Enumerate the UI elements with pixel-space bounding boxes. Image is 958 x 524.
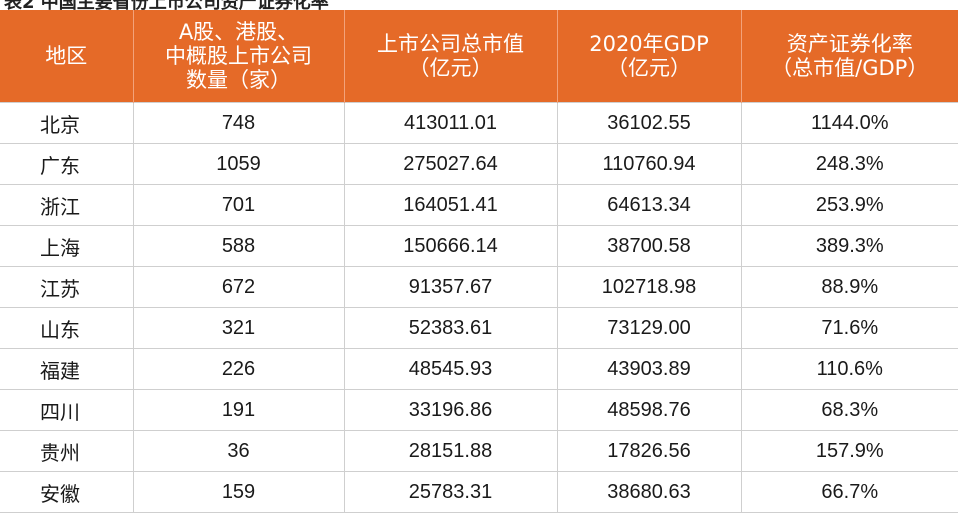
cell-company-count: 748	[132, 102, 344, 144]
cell-market-cap: 275027.64	[343, 143, 557, 185]
cell-company-count: 672	[132, 266, 344, 308]
header-gdp: 2020年GDP （亿元）	[556, 10, 741, 103]
cell-securitization-rate: 157.9%	[740, 430, 958, 472]
cell-company-count: 36	[132, 430, 344, 472]
header-line: 资产证券化率	[786, 32, 913, 56]
cell-market-cap: 413011.01	[343, 102, 557, 144]
cell-market-cap: 150666.14	[343, 225, 557, 267]
cell-company-count: 321	[132, 307, 344, 349]
cell-region: 四川	[0, 389, 133, 431]
cell-securitization-rate: 1144.0%	[740, 102, 958, 144]
header-line: （亿元）	[607, 56, 691, 80]
cell-gdp: 38680.63	[556, 471, 741, 513]
cell-region: 广东	[0, 143, 133, 185]
table-row: 浙江 701 164051.41 64613.34 253.9%	[0, 184, 958, 226]
header-line: 数量（家）	[186, 68, 291, 92]
cell-company-count: 226	[132, 348, 344, 390]
cell-region: 上海	[0, 225, 133, 267]
cell-region: 浙江	[0, 184, 133, 226]
header-company-count: A股、港股、 中概股上市公司 数量（家）	[132, 10, 344, 103]
table-row: 上海 588 150666.14 38700.58 389.3%	[0, 225, 958, 267]
header-line: （总市值/GDP）	[771, 56, 929, 80]
cell-company-count: 701	[132, 184, 344, 226]
cell-market-cap: 52383.61	[343, 307, 557, 349]
cell-gdp: 38700.58	[556, 225, 741, 267]
cell-company-count: 159	[132, 471, 344, 513]
table-caption: 表2 中国主要省份上市公司资产证券化率	[0, 0, 958, 10]
cell-region: 贵州	[0, 430, 133, 472]
header-line: 2020年GDP	[589, 32, 709, 56]
cell-gdp: 64613.34	[556, 184, 741, 226]
header-line: 中概股上市公司	[165, 44, 312, 68]
cell-securitization-rate: 88.9%	[740, 266, 958, 308]
cell-securitization-rate: 68.3%	[740, 389, 958, 431]
cell-securitization-rate: 253.9%	[740, 184, 958, 226]
table-row: 山东 321 52383.61 73129.00 71.6%	[0, 307, 958, 349]
cell-gdp: 17826.56	[556, 430, 741, 472]
header-line: （亿元）	[408, 56, 493, 80]
header-securitization-rate: 资产证券化率 （总市值/GDP）	[740, 10, 958, 103]
cell-region: 福建	[0, 348, 133, 390]
table-row: 安徽 159 25783.31 38680.63 66.7%	[0, 471, 958, 513]
header-line: 上市公司总市值	[377, 32, 524, 56]
cell-gdp: 73129.00	[556, 307, 741, 349]
table-header: 地区 A股、港股、 中概股上市公司 数量（家） 上市公司总市值 （亿元） 2020年GDP （…	[0, 10, 958, 103]
table-row: 福建 226 48545.93 43903.89 110.6%	[0, 348, 958, 390]
cell-securitization-rate: 389.3%	[740, 225, 958, 267]
cell-company-count: 588	[132, 225, 344, 267]
cell-securitization-rate: 66.7%	[740, 471, 958, 513]
header-region: 地区	[0, 10, 133, 103]
table-caption-text: 表2 中国主要省份上市公司资产证券化率	[4, 0, 329, 10]
table-body: 北京 748 413011.01 36102.55 1144.0% 广东 1059 27502…	[0, 102, 958, 513]
table-row: 广东 1059 275027.64 110760.94 248.3%	[0, 143, 958, 185]
cell-gdp: 102718.98	[556, 266, 741, 308]
data-table: 地区 A股、港股、 中概股上市公司 数量（家） 上市公司总市值 （亿元） 2020年GDP （…	[0, 10, 958, 513]
cell-securitization-rate: 248.3%	[740, 143, 958, 185]
table-row: 北京 748 413011.01 36102.55 1144.0%	[0, 102, 958, 144]
cell-market-cap: 28151.88	[343, 430, 557, 472]
cell-gdp: 48598.76	[556, 389, 741, 431]
header-row: 地区 A股、港股、 中概股上市公司 数量（家） 上市公司总市值 （亿元） 2020年GDP （…	[0, 10, 958, 103]
cell-securitization-rate: 71.6%	[740, 307, 958, 349]
cell-market-cap: 164051.41	[343, 184, 557, 226]
table-row: 贵州 36 28151.88 17826.56 157.9%	[0, 430, 958, 472]
cell-company-count: 191	[132, 389, 344, 431]
cell-region: 安徽	[0, 471, 133, 513]
cell-gdp: 36102.55	[556, 102, 741, 144]
header-line: 地区	[45, 44, 88, 68]
header-line: A股、港股、	[178, 20, 299, 44]
cell-company-count: 1059	[132, 143, 344, 185]
cell-market-cap: 91357.67	[343, 266, 557, 308]
cell-region: 山东	[0, 307, 133, 349]
table-row: 四川 191 33196.86 48598.76 68.3%	[0, 389, 958, 431]
cell-gdp: 110760.94	[556, 143, 741, 185]
cell-region: 江苏	[0, 266, 133, 308]
header-market-cap: 上市公司总市值 （亿元）	[343, 10, 557, 103]
cell-securitization-rate: 110.6%	[740, 348, 958, 390]
cell-region: 北京	[0, 102, 133, 144]
cell-market-cap: 25783.31	[343, 471, 557, 513]
cell-market-cap: 48545.93	[343, 348, 557, 390]
cell-market-cap: 33196.86	[343, 389, 557, 431]
cell-gdp: 43903.89	[556, 348, 741, 390]
table-row: 江苏 672 91357.67 102718.98 88.9%	[0, 266, 958, 308]
